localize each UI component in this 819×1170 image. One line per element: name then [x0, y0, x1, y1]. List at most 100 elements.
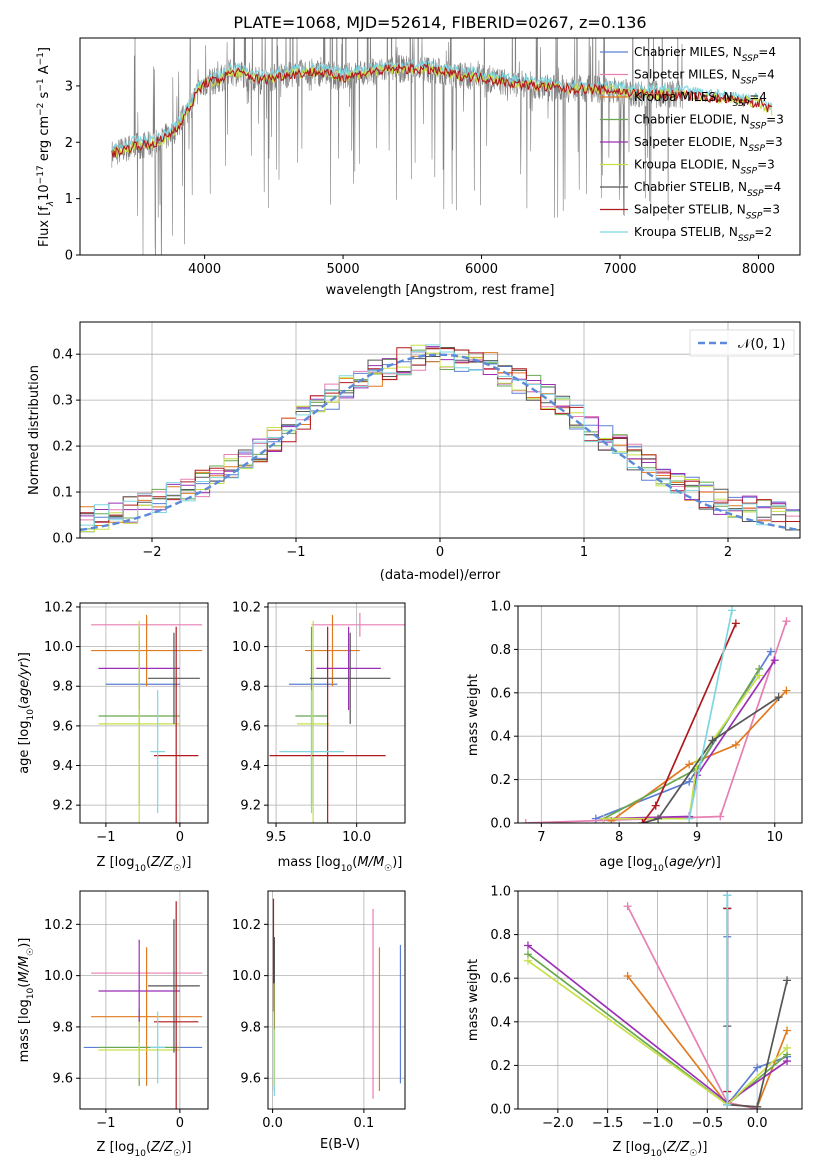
x-tick-label: 0 — [436, 545, 444, 560]
x-tick-label: 8 — [615, 830, 623, 845]
series-point — [783, 1026, 792, 1035]
errorbar-kroupa-stelib — [279, 690, 344, 814]
series-point — [708, 736, 717, 745]
y-axis-label: mass [log10(M/M☉)] — [17, 938, 36, 1063]
x-tick-label: −1 — [96, 830, 115, 845]
x-axis-label: Z [log10(Z/Z☉)] — [97, 855, 192, 874]
series-point — [523, 956, 532, 965]
y-tick-label: 9.4 — [240, 759, 261, 774]
label-part: Z/Z — [150, 855, 174, 870]
x-tick-label: −1.5 — [592, 1116, 624, 1131]
legend-entry: Kroupa ELODIE, NSSP=3 — [634, 158, 775, 177]
x-tick-label: −1.0 — [642, 1116, 674, 1131]
x-tick-label: 10 — [766, 830, 783, 845]
errorbar-kroupa-elodie — [98, 620, 180, 823]
label-part: )] — [181, 1140, 191, 1155]
errorbar-chabrier-stelib — [148, 632, 200, 724]
series-point — [716, 812, 725, 821]
label-part: s — [37, 91, 52, 102]
label-part: Z [log — [97, 1140, 135, 1155]
series-line — [641, 623, 737, 823]
label-part: 10 — [650, 1149, 662, 1159]
x-tick-label: −2.0 — [542, 1116, 574, 1131]
axes-frame — [517, 890, 803, 1110]
series-salpeter-miles — [623, 902, 762, 1109]
label-part: 10 — [37, 184, 52, 201]
series-line — [688, 610, 733, 819]
label-part: λ — [46, 201, 56, 207]
label-part: age/yr — [669, 855, 712, 870]
x-axis-label: Z [log10(Z/Z☉)] — [97, 1140, 192, 1159]
panel-mass_vs_ebv: 0.0 0.1 9.6 9.8 10.0 10.2 E(B-V) — [232, 890, 406, 1152]
panel-mass_vs_Z: −1 09.69.810.010.2Z [log10(Z/Z☉)]mass [lo… — [17, 890, 209, 1159]
x-tick-label: 7 — [537, 830, 545, 845]
label-part: )] — [392, 855, 402, 870]
plot-area — [272, 898, 402, 1099]
series-kroupa-stelib — [685, 606, 736, 823]
x-tick-label: 7000 — [603, 262, 636, 277]
label-part: )] — [697, 1140, 707, 1155]
plot-area — [521, 606, 791, 823]
label-part: ( — [352, 855, 357, 870]
panel-age_vs_mass: 9.5 10.0 9.2 9.4 9.6 9.8 10.0 10.2 mass [log10(M… — [232, 600, 406, 874]
y-tick-label: 10.0 — [44, 640, 73, 655]
axes-frame — [79, 890, 209, 1110]
y-tick-label: 0.2 — [490, 773, 511, 788]
y-tick-label: 0.3 — [52, 394, 73, 409]
y-tick-label: 0.2 — [490, 1059, 511, 1074]
y-tick-label: 0.8 — [490, 928, 511, 943]
plot-area — [523, 891, 792, 1109]
panel-residuals: −2 −1 0 1 2 0.0 0.1 0.2 0.3 0.4 𝒩(0, 1) (data-model… — [27, 321, 801, 583]
series-line — [525, 620, 788, 823]
label-part: erg cm — [37, 116, 52, 165]
y-tick-label: 3 — [65, 79, 73, 94]
y-tick-label: 9.8 — [240, 680, 261, 695]
label-part: SSP — [741, 77, 758, 87]
label-part: 10 — [652, 864, 664, 874]
histogram-kroupa-stelib — [80, 344, 800, 526]
label-part: =3 — [757, 158, 775, 172]
y-tick-label: 9.8 — [52, 680, 73, 695]
series-point — [731, 619, 740, 628]
x-axis-label: wavelength [Angstrom, rest frame] — [326, 283, 555, 298]
label-part: 10 — [26, 709, 36, 721]
series-line — [642, 696, 780, 823]
label-part: =4 — [757, 68, 775, 82]
series-point — [599, 814, 608, 823]
x-axis-label: E(B-V) — [320, 1137, 360, 1152]
legend-box — [689, 329, 795, 357]
label-part: age/yr — [17, 661, 32, 704]
y-axis-label: Normed distribution — [27, 365, 42, 495]
label-part: =3 — [766, 113, 784, 127]
label-part: ☉ — [689, 1149, 697, 1159]
errorbar-salpeter-stelib — [269, 626, 386, 823]
label-part: ☉ — [384, 864, 392, 874]
label-part: −2 — [36, 103, 46, 116]
y-tick-label: 10.0 — [232, 640, 261, 655]
x-tick-label: 8000 — [742, 262, 775, 277]
series-salpeter-stelib — [638, 619, 740, 823]
label-part: )] — [711, 855, 721, 870]
x-tick-label: 6000 — [465, 262, 498, 277]
y-tick-label: 0.6 — [490, 972, 511, 987]
label-part: mass [log — [278, 855, 341, 870]
series-point — [685, 760, 694, 769]
y-tick-label: 10.2 — [44, 918, 73, 933]
plot-area — [91, 614, 203, 823]
series-point — [770, 656, 779, 665]
x-tick-label: −1 — [286, 545, 305, 560]
errorbar-chabrier-stelib — [148, 919, 200, 1053]
label-part: Kroupa ELODIE, N — [634, 158, 741, 172]
legend-entry: Salpeter MILES, NSSP=4 — [634, 68, 775, 87]
y-tick-label: 2 — [65, 136, 73, 151]
x-tick-label: 0.0 — [747, 1116, 768, 1131]
label-part: ( — [664, 855, 669, 870]
model-fit-kroupa-elodie — [111, 63, 773, 158]
x-tick-label: 0.1 — [354, 1116, 375, 1131]
label-part: )] — [17, 652, 32, 662]
series-point — [685, 777, 694, 786]
errorbar-salpeter-miles — [311, 612, 405, 637]
series-salpeter-miles — [521, 617, 791, 823]
y-tick-label: 0.2 — [52, 440, 73, 455]
